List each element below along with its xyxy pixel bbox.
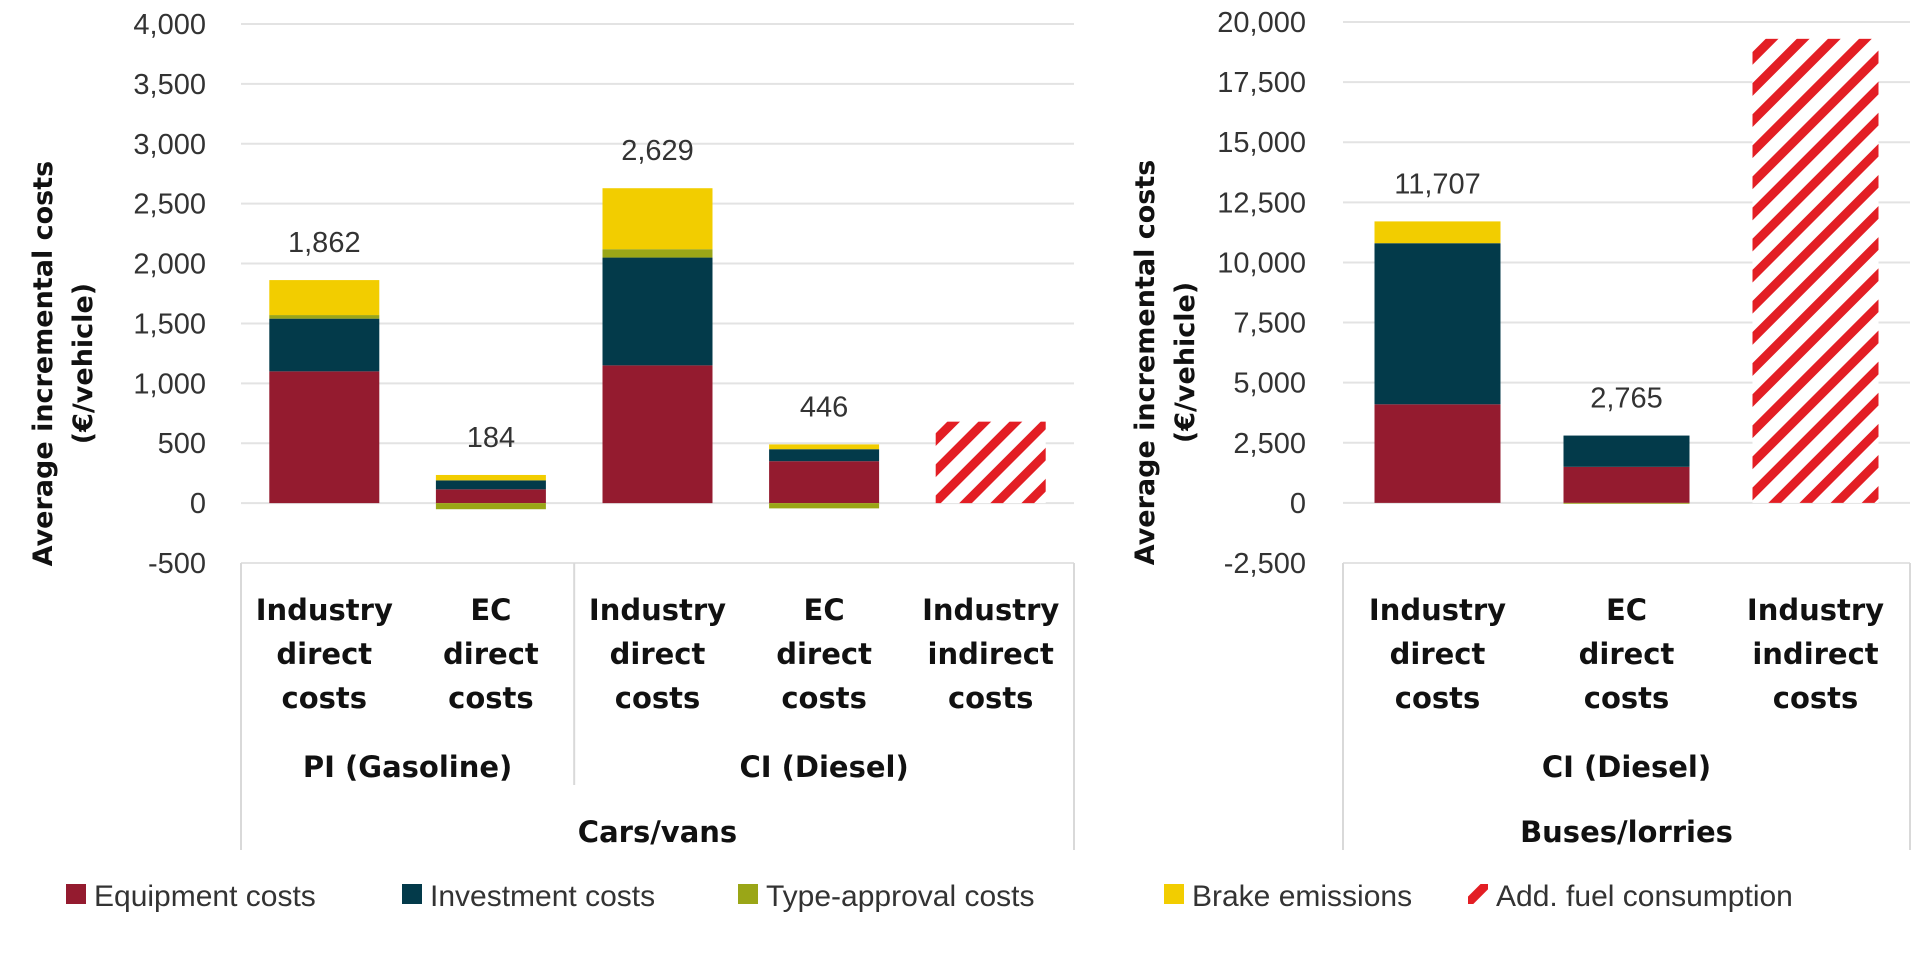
legend: Equipment costs Investment costs Type-appr… [66,880,1793,913]
chart-panel-1: -500 0 500 1,000 1,500 2,000 2,500 3,000 3,500 4,… [28,9,1075,850]
bar-segment-type-approval-costs [1563,502,1690,504]
bar-segment-brake-emissions [435,474,546,481]
x-category-label: EC direct costs [1579,593,1675,715]
x-category-label: Industry direct costs [256,593,393,715]
data-label: 2,765 [1590,383,1663,415]
y-tick-label: 2,000 [133,249,206,281]
chart-panel-2: -2,500 0 2,500 5,000 7,500 10,000 12,500 15,000… [1130,7,1911,850]
data-label: 184 [467,422,515,454]
bar-segment-brake-emissions [602,188,713,250]
bar-segment-equipment-costs [435,489,546,504]
bar-segment-type-approval-costs [435,503,546,510]
bar-segment-equipment-costs [269,371,380,504]
y-tick-label: 0 [190,488,206,520]
legend-swatch [1164,884,1184,904]
y-tick-label: 1,500 [133,308,206,340]
bar-segment-equipment-costs [1374,404,1501,503]
y-tick-label: 17,500 [1217,67,1306,99]
bar-segment-investment-costs [269,318,380,372]
x-category-label: EC direct costs [443,593,539,715]
bar-segment-equipment-costs [602,365,713,504]
y-tick-label: 3,500 [133,69,206,101]
supergroup-label: Cars/vans [578,815,737,849]
bar-segment-investment-costs [1563,435,1690,467]
group-label: CI (Diesel) [739,750,908,784]
x-category-label: Industry indirect costs [1747,593,1884,715]
legend-label: Brake emissions [1192,880,1412,913]
legend-swatch [66,884,86,904]
y-tick-label: 15,000 [1217,127,1306,159]
y-tick-label: -500 [148,548,206,580]
legend-label: Investment costs [430,880,655,913]
y-tick-label: 0 [1290,488,1306,520]
y-tick-label: 7,500 [1233,308,1306,340]
data-label: 446 [800,391,848,423]
legend-label: Equipment costs [94,880,316,913]
y-tick-label: 12,500 [1217,187,1306,219]
y-tick-label: -2,500 [1224,548,1306,580]
y-tick-label: 5,000 [1233,368,1306,400]
y-axis-label: Average incremental costs (€/vehicle) [28,161,99,567]
bar-segment-investment-costs [602,257,713,366]
y-tick-label: 500 [158,428,206,460]
bar-segment-equipment-costs [769,461,880,504]
data-label: 1,862 [288,227,361,259]
y-tick-label: 20,000 [1217,7,1306,39]
x-category-label: EC direct costs [776,593,872,715]
data-label: 2,629 [621,135,694,167]
data-label: 11,707 [1394,168,1481,200]
y-tick-label: 4,000 [133,9,206,41]
y-tick-label: 2,500 [1233,428,1306,460]
legend-swatch-hatch [1468,884,1488,904]
bar-segment-brake-emissions [769,444,880,450]
group-label: CI (Diesel) [1542,750,1711,784]
y-tick-label: 1,000 [133,368,206,400]
y-axis-label: Average incremental costs (€/vehicle) [1130,160,1201,566]
bar-segment-brake-emissions [269,280,380,316]
bar-segment-type-approval-costs [269,315,380,319]
legend-label: Add. fuel consumption [1496,880,1793,913]
legend-label: Type-approval costs [766,880,1034,913]
x-category-label: Industry indirect costs [922,593,1059,715]
supergroup-label: Buses/lorries [1520,815,1733,849]
group-label: PI (Gasoline) [303,750,512,784]
x-category-label: Industry direct costs [1369,593,1506,715]
legend-swatch [738,884,758,904]
bar-segment-investment-costs [435,480,546,490]
legend-swatch [402,884,422,904]
bar-segment-equipment-costs [1563,466,1690,503]
bar-segment-investment-costs [1374,243,1501,405]
y-tick-label: 10,000 [1217,247,1306,279]
bar-segment-type-approval-costs [602,249,713,258]
bar-segment-add-fuel-consumption [1752,38,1879,503]
bar-segment-type-approval-costs [769,503,880,509]
bar-segment-brake-emissions [1374,221,1501,244]
bar-segment-add-fuel-consumption [935,421,1046,504]
y-tick-label: 2,500 [133,189,206,221]
bar-segment-investment-costs [769,449,880,462]
y-tick-label: 3,000 [133,129,206,161]
x-category-label: Industry direct costs [589,593,726,715]
